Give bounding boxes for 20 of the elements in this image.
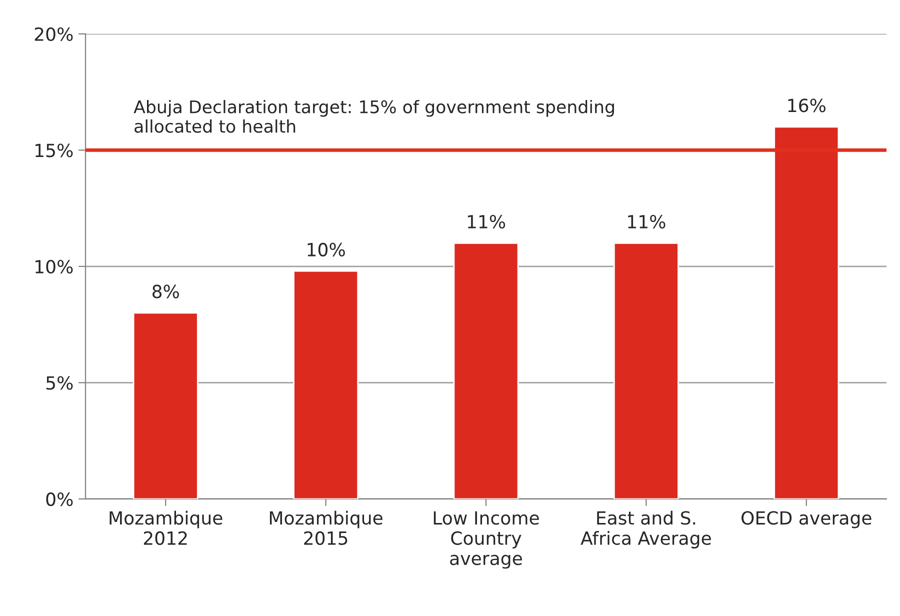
ref-line-label: Abuja Declaration target: 15% of government spending allocated to health — [134, 100, 614, 133]
y-tick-label: 20% — [34, 27, 73, 41]
y-tick-label: 5% — [46, 376, 73, 390]
x-tick-label: East and S. Africa Average — [580, 510, 711, 548]
y-tick-label: 15% — [36, 144, 73, 158]
data-label: 11% — [468, 214, 506, 229]
bar — [293, 270, 359, 499]
x-tick-label: Mozambique 2015 — [270, 510, 382, 545]
data-label: 8% — [152, 284, 179, 298]
y-tick-label: 0% — [46, 492, 73, 506]
y-tick-label: 10% — [36, 260, 73, 274]
x-tick-label: Mozambique 2012 — [110, 510, 222, 545]
x-tick-label: Low Income Country average — [434, 511, 539, 569]
bar — [453, 242, 519, 499]
data-label: 10% — [308, 242, 345, 256]
data-label: 16% — [788, 98, 826, 112]
bar — [132, 312, 198, 499]
data-label: 11% — [628, 214, 666, 229]
x-tick-label: OECD average — [742, 511, 872, 528]
bar — [613, 242, 679, 499]
